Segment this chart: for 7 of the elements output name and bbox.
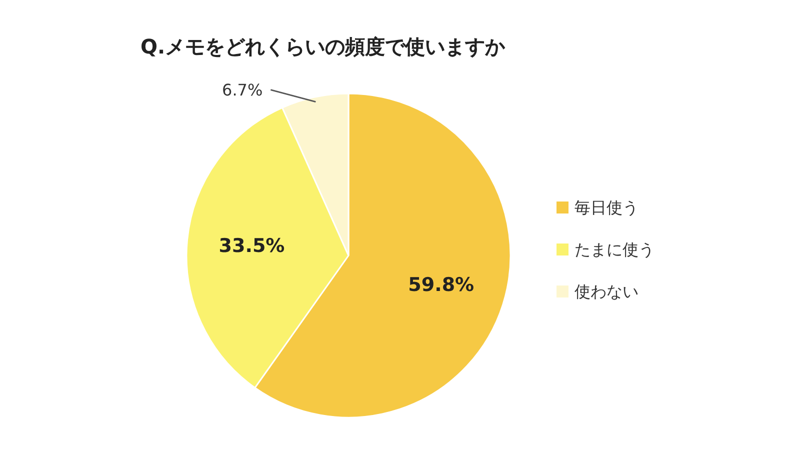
data-label: 33.5% — [218, 235, 285, 258]
chart-title: Q.メモをどれくらいの頻度で使いますか — [140, 34, 506, 58]
legend-label: たまに使う — [574, 240, 654, 259]
legend-label: 毎日使う — [574, 198, 638, 217]
data-label: 6.7% — [222, 80, 263, 100]
legend-label: 使わない — [574, 282, 638, 301]
data-label: 59.8% — [408, 274, 474, 296]
